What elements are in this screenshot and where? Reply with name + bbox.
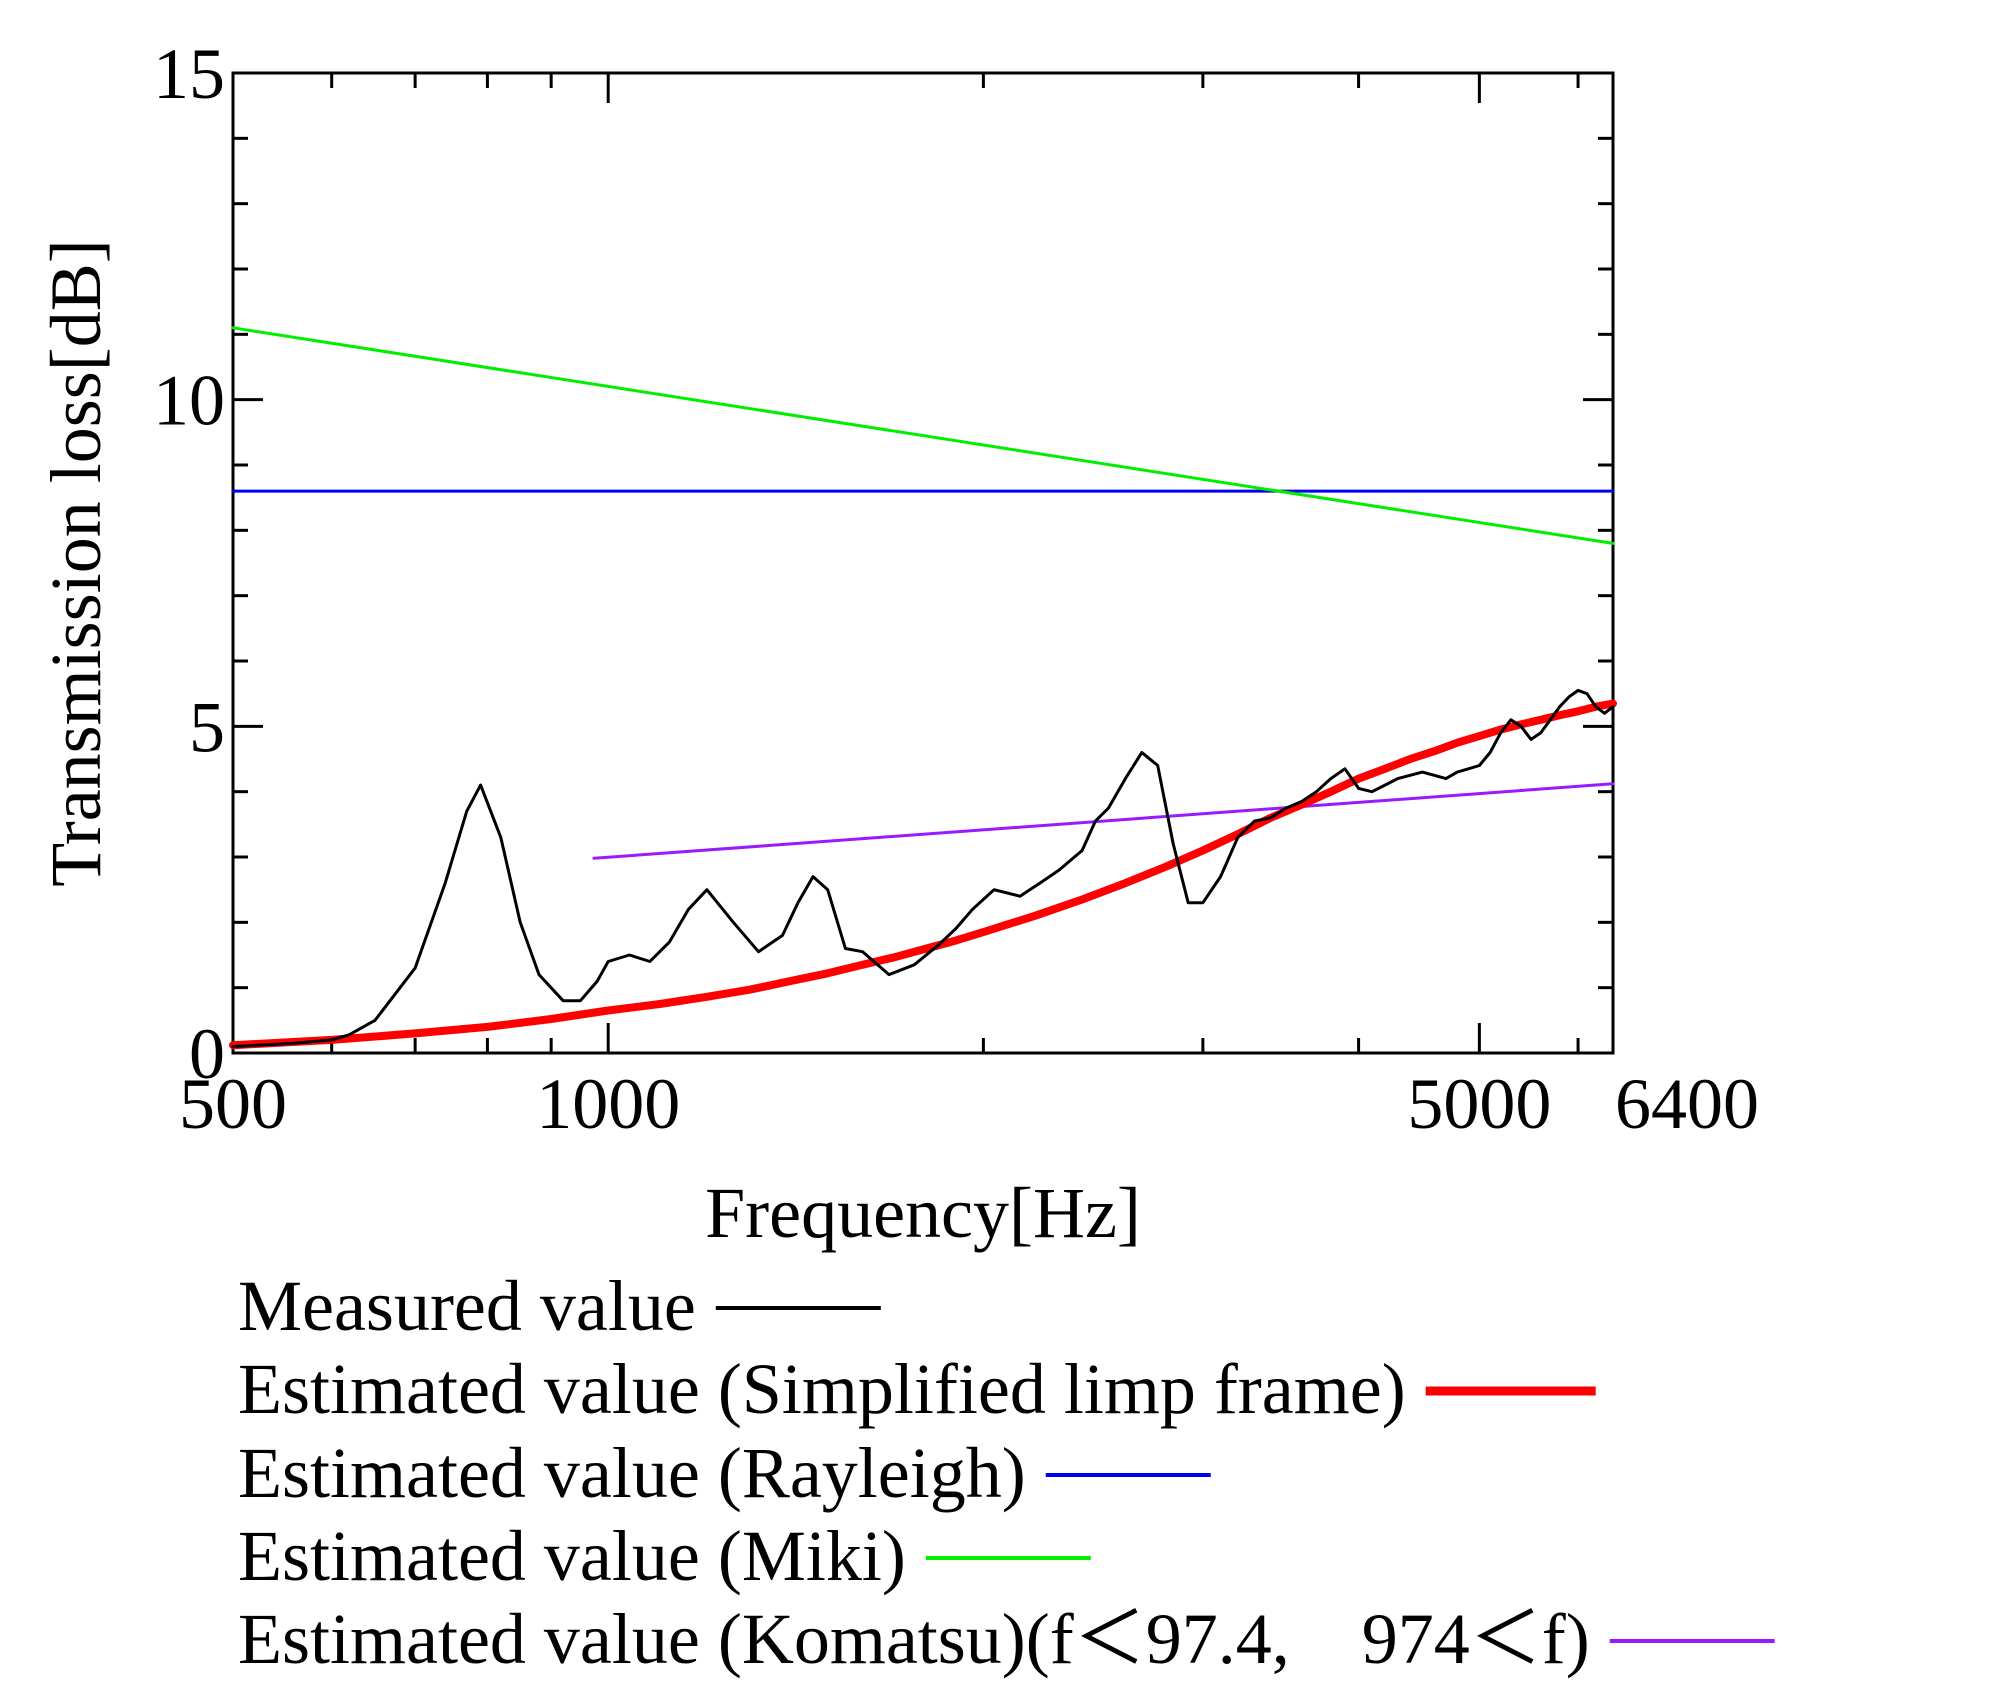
simplified-limp-frame-line [229, 699, 1617, 1050]
legend-measured-label: Measured value [238, 1266, 696, 1346]
x-axis-title: Frequency[Hz] [705, 1173, 1141, 1253]
legend-miki-label: Estimated value (Miki) [238, 1516, 906, 1596]
plot-frame [231, 71, 1615, 1055]
legend-simplified-limp-frame-label: Estimated value (Simplified limp frame) [238, 1349, 1406, 1429]
legend-komatsu-label: Estimated value (Komatsu)(f＜97.4, 974＜f) [238, 1599, 1590, 1679]
y-tick-label: 0 [189, 1014, 225, 1094]
y-tick-label: 5 [189, 687, 225, 767]
x-tick-label: 6400 [1615, 1064, 1759, 1144]
series-lines [229, 326, 1617, 1050]
tick-labels: 0 5 10 15 500 1000 5000 6400 [153, 34, 1759, 1144]
x-tick-label: 5000 [1407, 1064, 1551, 1144]
y-tick-label: 15 [153, 34, 225, 114]
x-tick-label: 1000 [536, 1064, 680, 1144]
miki-line [231, 326, 1615, 545]
axis-ticks [233, 71, 1613, 1055]
y-axis-title: Transmission loss[dB] [36, 239, 116, 886]
measured-value-line [231, 688, 1615, 1048]
x-tick-label: 500 [179, 1064, 287, 1144]
y-tick-label: 10 [153, 361, 225, 441]
legend-rayleigh-label: Estimated value (Rayleigh) [238, 1433, 1026, 1513]
komatsu-line [592, 782, 1615, 860]
